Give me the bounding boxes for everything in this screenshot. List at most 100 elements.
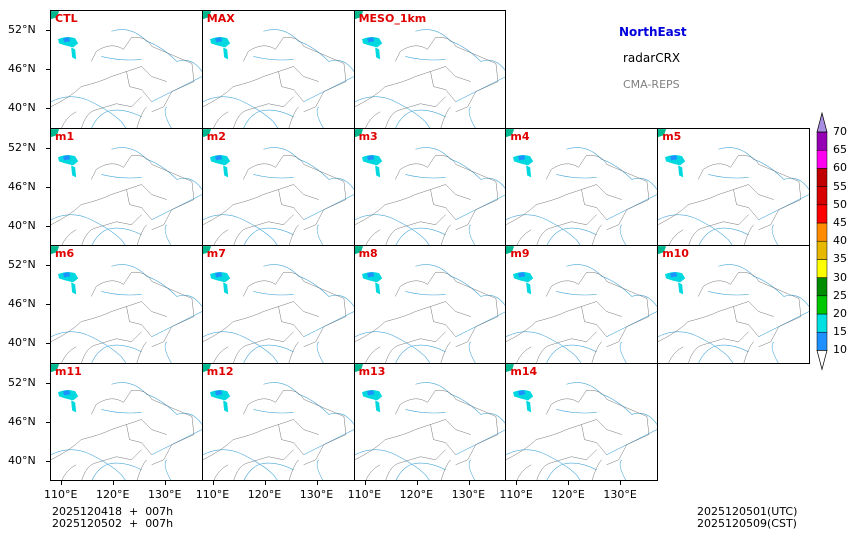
map-panel-m14: m14	[505, 362, 659, 481]
colorbar-tick-label: 40	[833, 234, 847, 248]
colorbar-segment	[816, 277, 828, 297]
panel-label: m4	[510, 129, 530, 143]
panel-label: m8	[358, 247, 378, 260]
lat-tick-mark	[46, 304, 50, 305]
lon-tick-mark	[416, 481, 418, 485]
lon-tick-label: 130°E	[603, 488, 637, 501]
colorbar-tick-label: 65	[833, 143, 847, 157]
map-geography	[658, 246, 809, 363]
map-panel-ctl: CTL	[50, 10, 203, 129]
lat-tick-mark	[46, 108, 50, 109]
map-panel-m1: m1	[50, 127, 203, 246]
lon-tick-label: 130°E	[451, 488, 486, 501]
lat-tick-label: 52°N	[8, 258, 36, 271]
lat-tick-mark	[46, 147, 50, 149]
init-time-cst: 2025120502 + 007h	[52, 517, 174, 530]
panel-label: m10	[662, 247, 689, 260]
panel-label: m6	[55, 247, 75, 260]
map-panel-m3: m3	[353, 127, 507, 246]
lon-tick-mark	[516, 481, 518, 485]
lon-tick-label: 110°E	[195, 488, 230, 501]
panel-label: m9	[510, 247, 530, 260]
map-panel-m13: m13	[353, 362, 507, 481]
lat-tick-mark	[46, 265, 50, 266]
lon-tick-label: 120°E	[399, 488, 434, 501]
panel-label: m1	[55, 129, 75, 143]
map-geography	[202, 363, 354, 481]
colorbar-tick-label: 35	[833, 252, 847, 266]
valid-time-utc: 2025120501(UTC)	[697, 505, 798, 518]
colorbar	[816, 111, 828, 371]
lat-tick-label: 46°N	[8, 414, 36, 428]
map-geography	[354, 128, 506, 246]
lon-tick-label: 110°E	[499, 488, 533, 501]
model-title: CMA-REPS	[623, 78, 680, 91]
map-geography	[51, 246, 202, 363]
lon-tick-label: 120°E	[247, 488, 282, 501]
colorbar-tick-label: 70	[833, 125, 847, 138]
panel-label: m12	[206, 364, 234, 378]
lat-tick-label: 46°N	[8, 297, 36, 310]
colorbar-segment	[816, 149, 828, 169]
lat-tick-label: 46°N	[8, 62, 36, 75]
map-geography	[354, 246, 506, 363]
colorbar-segment	[816, 295, 828, 315]
lat-tick-mark	[46, 343, 50, 344]
map-geography	[51, 11, 202, 128]
map-geography	[202, 128, 354, 246]
map-panel-m8: m8	[353, 245, 507, 364]
panel-label: m11	[55, 364, 82, 378]
lon-tick-mark	[165, 481, 166, 485]
lon-tick-mark	[568, 481, 570, 485]
region-title: NorthEast	[619, 25, 687, 39]
lat-tick-label: 40°N	[8, 218, 36, 232]
map-geography	[506, 246, 658, 363]
colorbar-segment	[816, 259, 828, 278]
colorbar-tick-label: 15	[833, 325, 847, 339]
panel-label: MAX	[206, 12, 235, 25]
colorbar-segment	[816, 240, 828, 260]
lon-tick-mark	[61, 481, 62, 485]
colorbar-tick-label: 55	[833, 179, 847, 193]
colorbar-over-arrow	[816, 111, 828, 133]
colorbar-tick-label: 45	[833, 216, 847, 229]
map-panel-m5: m5	[657, 127, 810, 246]
lat-tick-label: 40°N	[8, 453, 36, 467]
colorbar-segment	[816, 331, 828, 351]
map-panel-m9: m9	[505, 245, 659, 364]
lat-tick-label: 46°N	[8, 179, 36, 193]
map-geography	[354, 363, 506, 481]
variable-title: radarCRX	[623, 51, 681, 65]
lon-tick-label: 130°E	[148, 488, 182, 501]
lat-tick-label: 52°N	[8, 375, 36, 389]
lat-tick-mark	[46, 225, 50, 227]
panel-label: CTL	[55, 12, 78, 25]
lat-tick-label: 40°N	[8, 336, 36, 349]
colorbar-segment	[816, 204, 828, 224]
lon-tick-mark	[264, 481, 266, 485]
colorbar-segment	[816, 168, 828, 187]
colorbar-under-arrow	[816, 350, 828, 371]
lon-tick-mark	[620, 481, 622, 485]
map-panel-meso_1km: MESO_1km	[353, 10, 507, 129]
map-geography	[506, 363, 658, 481]
lon-tick-mark	[212, 481, 214, 485]
panel-label: m5	[662, 129, 682, 143]
colorbar-tick-label: 25	[833, 288, 847, 302]
lon-tick-mark	[316, 481, 318, 485]
map-panel-m2: m2	[201, 127, 355, 246]
panel-label: m13	[358, 364, 386, 378]
lat-tick-label: 40°N	[8, 101, 36, 114]
init-time-utc: 2025120418 + 007h	[52, 505, 174, 518]
map-geography	[506, 128, 658, 246]
panel-label: m2	[206, 129, 226, 143]
lon-tick-mark	[468, 481, 470, 485]
map-geography	[354, 11, 506, 128]
lat-tick-mark	[46, 421, 50, 423]
map-geography	[658, 128, 809, 246]
lon-tick-mark	[113, 481, 114, 485]
panel-label: MESO_1km	[358, 12, 427, 25]
colorbar-tick-label: 10	[833, 343, 847, 357]
lon-tick-label: 120°E	[551, 488, 585, 501]
